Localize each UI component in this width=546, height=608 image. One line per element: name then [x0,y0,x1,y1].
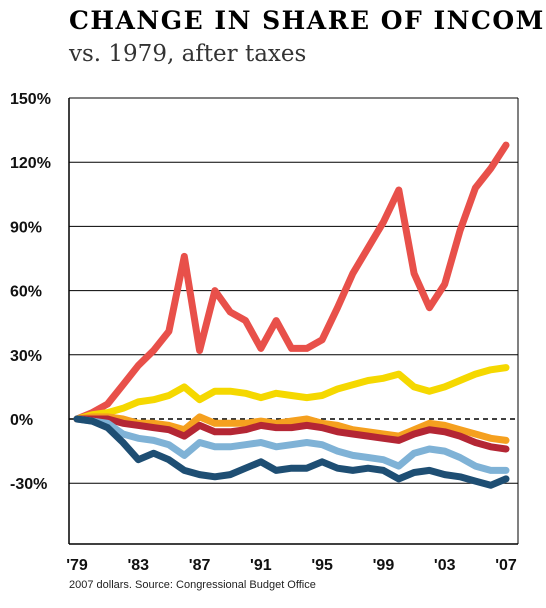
x-tick-label: '79 [66,557,88,574]
x-tick-label: '03 [434,557,456,574]
series-line-2 [73,364,510,423]
source-note: 2007 dollars. Source: Congressional Budg… [69,579,316,591]
plot-frame [68,97,519,545]
x-tick-label: '83 [127,557,149,574]
series-line-6 [73,415,510,489]
y-tick-label: 150% [10,91,51,108]
x-tick-label: '07 [495,557,517,574]
y-tick-label: 120% [10,155,51,172]
y-axis-ticks: 150% 120% 90% 60% 30% 0% -30% [10,91,51,493]
series-lines [73,141,510,489]
series-line-4 [73,415,510,453]
x-tick-label: '99 [373,557,395,574]
x-tick-label: '87 [189,557,211,574]
y-tick-label: 0% [10,412,33,429]
series-line-1 [73,141,510,423]
series-line-3 [73,413,510,444]
y-tick-label: -30% [10,476,47,493]
x-axis-ticks: '79 '83 '87 '91 '95 '99 '03 '07 [66,557,517,574]
y-tick-label: 60% [10,284,42,301]
chart-title: CHANGE IN SHARE OF INCOME [69,6,546,35]
x-tick-label: '95 [311,557,333,574]
chart-subtitle: vs. 1979, after taxes [69,41,307,67]
y-tick-label: 30% [10,348,42,365]
series-line-5 [73,415,510,474]
x-tick-label: '91 [250,557,272,574]
y-tick-label: 90% [10,219,42,236]
